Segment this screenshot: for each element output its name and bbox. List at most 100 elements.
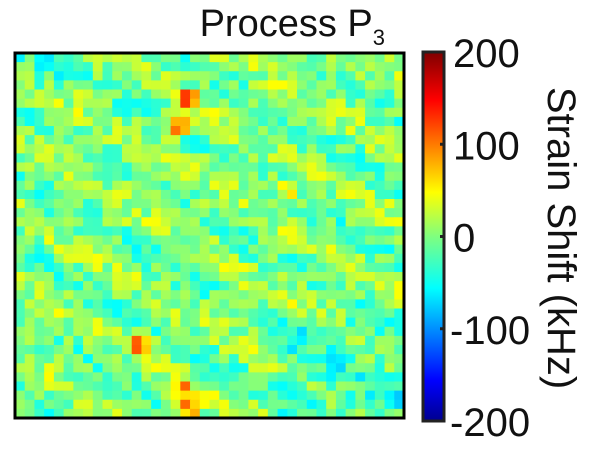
heatmap-cell	[151, 399, 162, 410]
heatmap-cell	[92, 180, 104, 191]
heatmap-cell	[228, 299, 240, 310]
heatmap-cell	[34, 335, 45, 346]
heatmap-cell	[53, 235, 65, 246]
heatmap-cell	[238, 308, 249, 319]
heatmap-cell	[44, 317, 55, 328]
heatmap-cell	[384, 208, 395, 218]
heatmap-cell	[248, 89, 259, 100]
heatmap-cell	[267, 408, 279, 419]
heatmap-cell	[53, 71, 65, 81]
heatmap-cell	[384, 98, 395, 109]
heatmap-cell	[228, 144, 240, 154]
heatmap-cell	[209, 390, 220, 401]
heatmap-cell	[297, 208, 308, 218]
heatmap-cell	[394, 253, 405, 264]
heatmap-cell	[92, 408, 104, 419]
heatmap-cell	[335, 80, 347, 91]
heatmap-cell	[63, 162, 74, 173]
heatmap-cell	[297, 162, 308, 173]
heatmap-cell	[112, 345, 123, 355]
heatmap-cell	[15, 262, 26, 273]
heatmap-cell	[384, 107, 395, 118]
heatmap-cell	[170, 381, 181, 392]
heatmap-cell	[248, 171, 259, 182]
heatmap-cell	[394, 162, 405, 173]
heatmap-cell	[335, 126, 347, 136]
heatmap-cell	[83, 126, 94, 136]
heatmap-cell	[92, 107, 104, 118]
heatmap-cell	[53, 180, 65, 191]
heatmap-cell	[160, 153, 172, 164]
heatmap-cell	[326, 253, 337, 264]
heatmap-cell	[15, 317, 26, 328]
heatmap-cell	[297, 226, 308, 237]
heatmap-cell	[190, 189, 201, 200]
heatmap-cell	[384, 281, 395, 291]
heatmap-cell	[287, 180, 298, 191]
heatmap-cell	[355, 98, 366, 109]
heatmap-cell	[15, 135, 26, 145]
heatmap-cell	[248, 381, 259, 392]
heatmap-cell	[63, 144, 74, 154]
heatmap-cell	[267, 272, 279, 282]
heatmap-cell	[209, 363, 220, 373]
heatmap-cell	[102, 381, 113, 392]
heatmap-cell	[394, 98, 405, 109]
heatmap-cell	[238, 171, 249, 182]
heatmap-cell	[15, 180, 26, 191]
heatmap-cell	[248, 299, 259, 310]
heatmap-cell	[180, 208, 191, 218]
heatmap-cell	[345, 226, 356, 237]
heatmap-cell	[83, 62, 94, 72]
heatmap-cell	[219, 171, 230, 182]
heatmap-cell	[92, 381, 104, 392]
heatmap-cell	[160, 135, 172, 145]
heatmap-cell	[53, 208, 65, 218]
heatmap-cell	[384, 199, 395, 209]
colorbar-tick-label: 200	[453, 32, 520, 76]
heatmap-cell	[228, 208, 240, 218]
heatmap-cell	[209, 217, 220, 227]
heatmap-cell	[24, 62, 36, 72]
heatmap-cell	[374, 308, 386, 319]
heatmap-cell	[365, 217, 376, 227]
heatmap-cell	[73, 71, 84, 81]
heatmap-cell	[15, 381, 26, 392]
heatmap-cell	[141, 171, 152, 182]
heatmap-cell	[190, 180, 201, 191]
heatmap-cell	[131, 399, 143, 410]
heatmap-cell	[384, 253, 395, 264]
heatmap-cell	[219, 208, 230, 218]
heatmap-cell	[316, 71, 327, 81]
heatmap-cell	[160, 217, 172, 227]
heatmap-cell	[112, 116, 123, 127]
heatmap-cell	[102, 180, 113, 191]
heatmap-cell	[228, 253, 240, 264]
heatmap-cell	[219, 144, 230, 154]
heatmap-cell	[228, 281, 240, 291]
heatmap-cell	[355, 162, 366, 173]
heatmap-cell	[190, 290, 201, 300]
heatmap-cell	[267, 363, 279, 373]
heatmap-cell	[277, 116, 288, 127]
heatmap-cell	[190, 253, 201, 264]
heatmap-cell	[15, 171, 26, 182]
heatmap-cell	[355, 399, 366, 410]
heatmap-cell	[345, 363, 356, 373]
heatmap-cell	[277, 53, 288, 63]
heatmap-cell	[170, 180, 181, 191]
heatmap-cell	[73, 399, 84, 410]
heatmap-cell	[248, 372, 259, 383]
heatmap-cell	[374, 89, 386, 100]
heatmap-cell	[44, 253, 55, 264]
heatmap-cell	[24, 290, 36, 300]
heatmap-cell	[365, 281, 376, 291]
heatmap-cell	[44, 144, 55, 154]
heatmap-cell	[258, 281, 269, 291]
heatmap-cell	[180, 153, 191, 164]
heatmap-cell	[384, 171, 395, 182]
heatmap-cell	[44, 399, 55, 410]
heatmap-cell	[335, 226, 347, 237]
heatmap-cell	[287, 144, 298, 154]
heatmap-cell	[326, 135, 337, 145]
